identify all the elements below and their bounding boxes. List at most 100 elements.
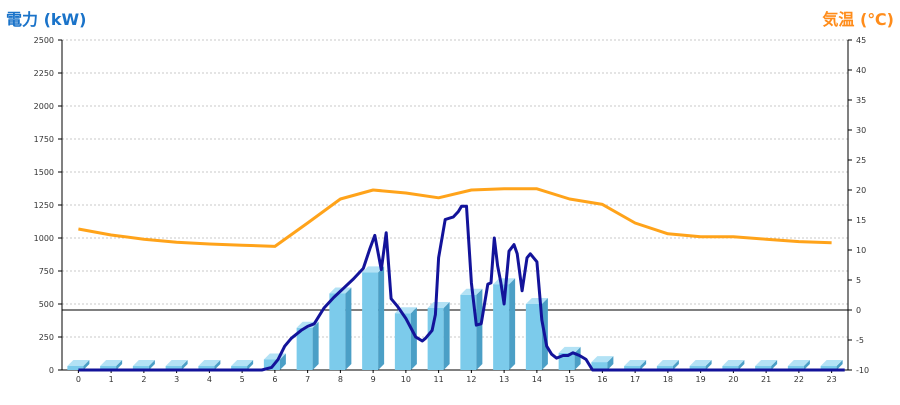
x-tick-label: 22: [794, 375, 804, 384]
right-tick-label: 0: [856, 306, 861, 315]
right-tick-label: 15: [856, 216, 866, 225]
bar-top: [67, 360, 90, 366]
bar: [231, 366, 248, 370]
left-tick-label: 250: [39, 333, 54, 342]
bar: [198, 366, 215, 370]
left-axis-title: 電力 (kW): [6, 10, 87, 29]
bar-top: [656, 360, 679, 366]
bar-side: [345, 287, 352, 370]
bar-side: [803, 360, 810, 370]
right-tick-label: 5: [856, 276, 861, 285]
left-tick-label: 0: [49, 366, 54, 375]
bar-side: [312, 321, 319, 370]
bar: [362, 272, 379, 370]
left-tick-label: 2250: [34, 69, 54, 78]
x-tick-label: 16: [597, 375, 607, 384]
left-tick-label: 750: [39, 267, 54, 276]
bar: [525, 304, 542, 370]
bar-side: [279, 353, 286, 370]
x-tick-label: 0: [76, 375, 81, 384]
right-tick-label: 25: [856, 156, 866, 165]
bar: [394, 313, 411, 370]
x-tick-label: 5: [240, 375, 245, 384]
right-tick-label: -5: [856, 336, 864, 345]
bar-side: [83, 360, 90, 370]
right-tick-label: -10: [856, 366, 869, 375]
x-tick-label: 1: [109, 375, 114, 384]
x-tick-label: 6: [272, 375, 277, 384]
x-tick-label: 10: [401, 375, 411, 384]
left-tick-label: 1250: [34, 201, 54, 210]
right-tick-label: 45: [856, 36, 866, 45]
bar-top: [100, 360, 123, 366]
bar-side: [509, 278, 516, 370]
bar-top: [820, 360, 843, 366]
x-tick-label: 13: [499, 375, 509, 384]
x-tick-label: 21: [761, 375, 771, 384]
bar-top: [165, 360, 188, 366]
bar-side: [410, 307, 417, 370]
bar: [755, 366, 772, 370]
right-tick-label: 40: [856, 66, 866, 75]
x-tick-label: 18: [663, 375, 673, 384]
bar-side: [148, 360, 155, 370]
left-tick-label: 2500: [34, 36, 54, 45]
temperature-line: [78, 187, 832, 248]
bar-side: [116, 360, 123, 370]
bar-side: [214, 360, 221, 370]
bar-side: [247, 360, 254, 370]
bar-top: [787, 360, 810, 366]
x-tick-label: 12: [466, 375, 476, 384]
x-tick-label: 20: [728, 375, 738, 384]
x-tick-label: 3: [174, 375, 179, 384]
left-tick-label: 1000: [34, 234, 54, 243]
bar-top: [558, 346, 581, 353]
bar-top: [427, 301, 450, 308]
right-tick-label: 35: [856, 96, 866, 105]
bar-top: [591, 356, 614, 363]
left-tick-label: 2000: [34, 102, 54, 111]
bar: [296, 327, 313, 370]
bar: [132, 366, 149, 370]
bar: [787, 366, 804, 370]
bar-top: [722, 360, 745, 366]
bar-side: [443, 301, 450, 370]
bar-top: [362, 266, 385, 273]
right-tick-label: 30: [856, 126, 866, 135]
left-tick-label: 1750: [34, 135, 54, 144]
bar: [656, 366, 673, 370]
bar: [165, 366, 182, 370]
bar: [493, 284, 510, 370]
bar: [427, 307, 444, 370]
bar-side: [476, 288, 483, 370]
x-tick-label: 17: [630, 375, 640, 384]
bar-side: [705, 360, 712, 370]
right-axis-title: 気温 (℃): [822, 10, 894, 29]
x-tick-label: 2: [141, 375, 146, 384]
x-tick-label: 9: [371, 375, 376, 384]
bar: [624, 366, 641, 370]
bar-side: [181, 360, 188, 370]
bar-top: [755, 360, 778, 366]
bar-side: [836, 360, 843, 370]
bar-side: [378, 266, 385, 370]
power-line: [78, 204, 845, 372]
bar: [329, 293, 346, 370]
bar-side: [771, 360, 778, 370]
bar-side: [672, 360, 679, 370]
right-tick-label: 10: [856, 246, 866, 255]
bar-top: [624, 360, 647, 366]
bar-side: [738, 360, 745, 370]
bar: [722, 366, 739, 370]
bar: [689, 366, 706, 370]
bar-top: [689, 360, 712, 366]
bar: [460, 294, 477, 370]
bar: [100, 366, 117, 370]
x-tick-label: 15: [565, 375, 575, 384]
x-tick-label: 14: [532, 375, 542, 384]
x-tick-label: 7: [305, 375, 310, 384]
bar: [820, 366, 837, 370]
left-tick-label: 1500: [34, 168, 54, 177]
bar-side: [640, 360, 647, 370]
